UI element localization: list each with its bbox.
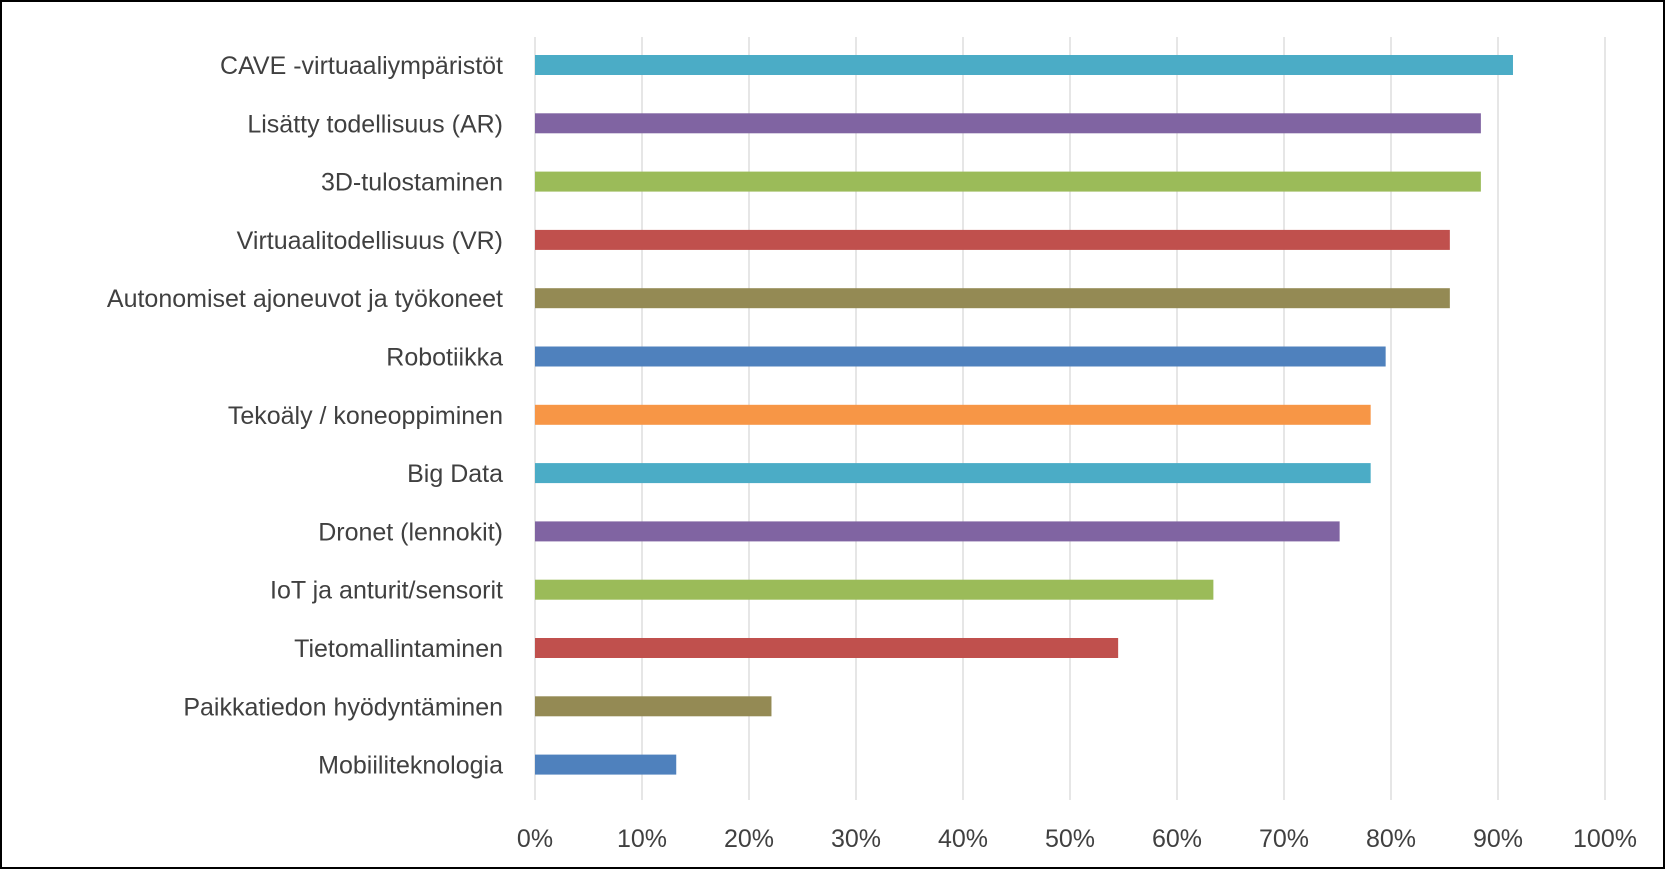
bar (535, 638, 1119, 658)
bar (535, 754, 677, 775)
bar (535, 404, 1371, 425)
category-label: Tekoäly / koneoppiminen (228, 402, 503, 430)
bar (535, 171, 1481, 192)
category-label: CAVE -virtuaaliympäristöt (220, 52, 503, 80)
x-tick-label: 80% (1366, 825, 1416, 853)
bar (535, 696, 772, 717)
category-label: Tietomallintaminen (294, 635, 503, 663)
bar (535, 579, 1214, 600)
gridlines (534, 37, 1606, 800)
x-tick-label: 10% (617, 825, 667, 853)
bar (535, 521, 1340, 542)
category-label: Autonomiset ajoneuvot ja työkoneet (107, 285, 503, 313)
bar (535, 288, 1450, 309)
bar (535, 113, 1481, 134)
bar (535, 229, 1450, 250)
category-label: Paikkatiedon hyödyntäminen (183, 693, 503, 721)
x-tick-label: 0% (517, 825, 553, 853)
x-tick-label: 70% (1259, 825, 1309, 853)
bar (535, 346, 1386, 367)
x-tick-label: 90% (1473, 825, 1523, 853)
bars (535, 55, 1513, 775)
x-tick-label: 40% (938, 825, 988, 853)
x-tick-label: 50% (1045, 825, 1095, 853)
bar (535, 55, 1513, 75)
x-tick-label: 20% (724, 825, 774, 853)
category-label: Lisätty todellisuus (AR) (247, 110, 503, 138)
category-label: 3D-tulostaminen (321, 169, 503, 197)
category-label: Big Data (407, 460, 503, 488)
x-tick-label: 30% (831, 825, 881, 853)
category-label: IoT ja anturit/sensorit (270, 577, 503, 605)
x-tick-label: 100% (1573, 825, 1637, 853)
x-tick-label: 60% (1152, 825, 1202, 853)
category-label: Virtuaalitodellisuus (VR) (237, 227, 503, 255)
bar (535, 463, 1371, 484)
category-label: Dronet (lennokit) (318, 518, 503, 546)
category-label: Robotiikka (386, 344, 503, 372)
category-label: Mobiiliteknologia (318, 752, 503, 780)
category-labels: CAVE -virtuaaliympäristöt Lisätty todelli… (107, 52, 503, 780)
x-axis-tick-labels: 0% 10% 20% 30% 40% 50% 60% 70% 80% 90% 100% (517, 825, 1637, 853)
